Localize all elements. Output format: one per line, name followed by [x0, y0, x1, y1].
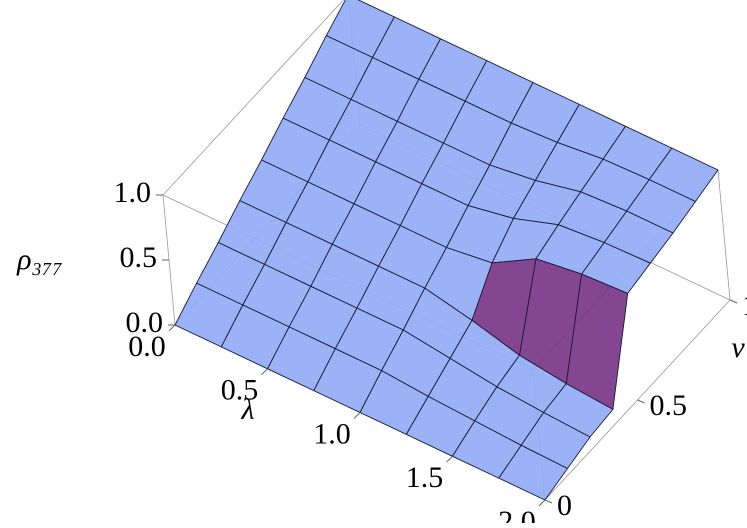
x-axis-label: λ [241, 393, 255, 426]
x-tick [353, 412, 361, 419]
y-axis-label: ν [731, 331, 745, 364]
x-tick-label: 0.0 [128, 330, 166, 363]
y-tick-label: 0 [557, 489, 572, 522]
surface-cell [498, 444, 568, 501]
x-tick [168, 324, 176, 332]
z-tick-label: 1.0 [114, 176, 152, 209]
y-tick [544, 499, 553, 504]
box-edge [162, 0, 344, 196]
x-tick-label: 1.0 [313, 417, 351, 450]
x-tick [538, 499, 546, 507]
z-tick-label: 0.0 [126, 306, 164, 339]
x-tick-label: 2.0 [498, 505, 536, 523]
y-tick [637, 399, 645, 404]
x-tick [261, 368, 268, 376]
z-axis-label: ρ₃₇₇ [16, 243, 63, 276]
x-tick-label: 1.5 [406, 461, 444, 494]
y-tick [729, 299, 738, 304]
z-tick-label: 0.5 [120, 241, 158, 274]
y-tick-label: 1. [742, 289, 747, 322]
x-tick [446, 455, 453, 463]
box-edge [717, 169, 731, 301]
y-tick-label: 0.5 [650, 389, 688, 422]
x-tick-label: 0.5 [221, 374, 259, 407]
